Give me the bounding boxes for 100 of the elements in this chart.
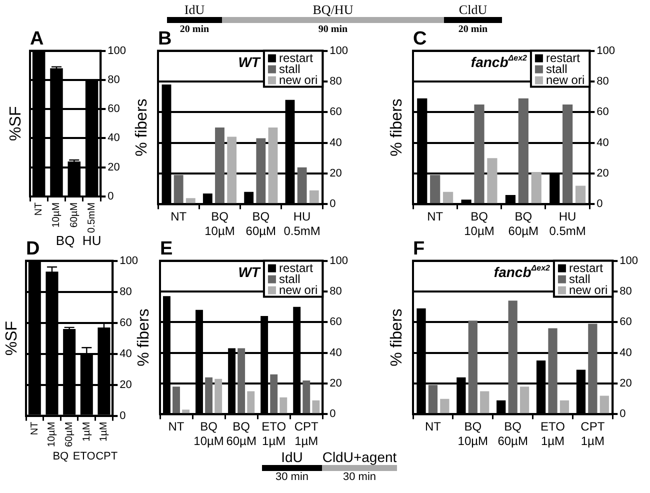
bar <box>309 190 319 204</box>
text: BQ/HU <box>312 2 354 17</box>
chart-title: F <box>413 238 425 260</box>
annotation: WT <box>238 54 262 70</box>
y-tick-label: 100 <box>596 44 616 57</box>
y-axis-title: % fibers <box>388 308 406 366</box>
x-tick-label: HU 0.5mM <box>549 210 586 238</box>
chart-title: D <box>26 238 40 260</box>
bar <box>186 198 196 204</box>
y-tick-label: 80 <box>108 74 120 86</box>
text: CldU+agent <box>322 449 397 465</box>
bar <box>214 378 222 414</box>
y-tick-label: 20 <box>620 378 632 390</box>
y-tick-label: 40 <box>596 136 609 149</box>
y-tick-label: 0 <box>596 198 603 210</box>
y-tick-label: 100 <box>620 254 638 267</box>
bar <box>430 175 440 204</box>
text: CPT <box>96 450 118 463</box>
y-tick-label: 20 <box>330 168 342 180</box>
x-tick-label: BQ 10µM <box>204 210 235 238</box>
x-tick-label: 1µM <box>81 422 92 442</box>
x-tick-label: NT <box>170 210 188 224</box>
text: 30 min <box>342 471 376 484</box>
text: BQ <box>52 450 70 463</box>
x-tick-label: BQ 10µM <box>458 420 488 448</box>
bar <box>531 172 542 204</box>
bar <box>172 386 180 414</box>
bar <box>480 391 490 414</box>
x-tick-label: ETO 1µM <box>262 420 286 448</box>
bar <box>548 328 558 414</box>
y-tick-label: 60 <box>108 103 120 116</box>
y-tick-label: 100 <box>108 44 126 57</box>
bar <box>575 186 586 204</box>
y-tick-label: 80 <box>120 286 132 298</box>
bar <box>205 377 213 414</box>
y-axis-title: %SF <box>7 106 24 141</box>
bar <box>428 385 438 414</box>
bar <box>270 374 278 414</box>
y-tick-label: 0 <box>330 408 336 420</box>
x-tick-label: 1µM <box>98 422 110 442</box>
y-tick-label: 60 <box>330 106 342 118</box>
bar <box>487 158 498 204</box>
y-tick-label: 40 <box>108 132 120 144</box>
text: CldU <box>458 2 488 17</box>
y-axis-title: % fibers <box>135 308 152 366</box>
x-tick-label: NT <box>29 422 40 436</box>
x-tick-label: 0.5mM <box>86 202 98 233</box>
bar <box>508 300 518 414</box>
chart-title: C <box>413 28 427 50</box>
y-axis-title: % fibers <box>133 98 150 156</box>
bar <box>297 167 307 204</box>
text: 20 min <box>458 23 488 36</box>
x-tick-label: BQ 10µM <box>464 210 494 238</box>
text: BQ <box>56 233 75 248</box>
bar <box>268 128 278 204</box>
y-tick-label: 80 <box>620 286 632 298</box>
y-tick-label: 100 <box>330 254 348 267</box>
bar <box>312 400 320 414</box>
y-tick-label: 0 <box>620 408 626 420</box>
bar <box>560 400 570 414</box>
bar <box>256 138 266 204</box>
x-tick-label: BQ 10µM <box>194 420 224 448</box>
bar <box>440 398 450 414</box>
y-tick-label: 40 <box>330 346 342 359</box>
x-tick-label: 10µM <box>46 422 58 448</box>
y-tick-label: 60 <box>620 316 632 328</box>
bar <box>588 324 598 414</box>
bar <box>238 348 246 414</box>
x-tick-label: BQ 60µM <box>226 420 256 448</box>
bar <box>518 98 528 204</box>
y-tick-label: 20 <box>596 168 609 180</box>
text: HU <box>82 233 102 248</box>
y-tick-label: 100 <box>330 44 348 57</box>
annotation: WT <box>238 264 262 280</box>
chart-title: A <box>30 28 44 50</box>
text: 90 min <box>318 23 348 36</box>
bar <box>442 192 454 204</box>
bar <box>562 104 573 204</box>
y-tick-label: 0 <box>108 190 114 202</box>
text: IdU <box>281 449 303 465</box>
y-tick-label: 60 <box>596 106 609 118</box>
bar <box>520 386 530 414</box>
bar <box>600 396 609 414</box>
text: IdU <box>184 2 205 17</box>
bar <box>215 128 224 204</box>
x-tick-label: NT <box>424 420 442 434</box>
y-tick-label: 0 <box>120 410 126 422</box>
bar <box>182 410 190 414</box>
bar <box>280 397 288 414</box>
bar <box>468 320 478 414</box>
x-tick-label: 10µM <box>51 202 62 228</box>
x-tick-label: HU 0.5mM <box>284 210 320 238</box>
bar <box>302 380 310 414</box>
y-tick-label: 80 <box>330 286 342 298</box>
x-tick-label: BQ 60µM <box>508 210 539 238</box>
x-tick-label: CPT 1µM <box>294 420 320 448</box>
y-axis-title: %SF <box>3 320 20 356</box>
x-tick-label: BQ 60µM <box>246 210 276 238</box>
x-tick-label: 60µM <box>64 422 76 448</box>
y-tick-label: 60 <box>120 316 132 329</box>
